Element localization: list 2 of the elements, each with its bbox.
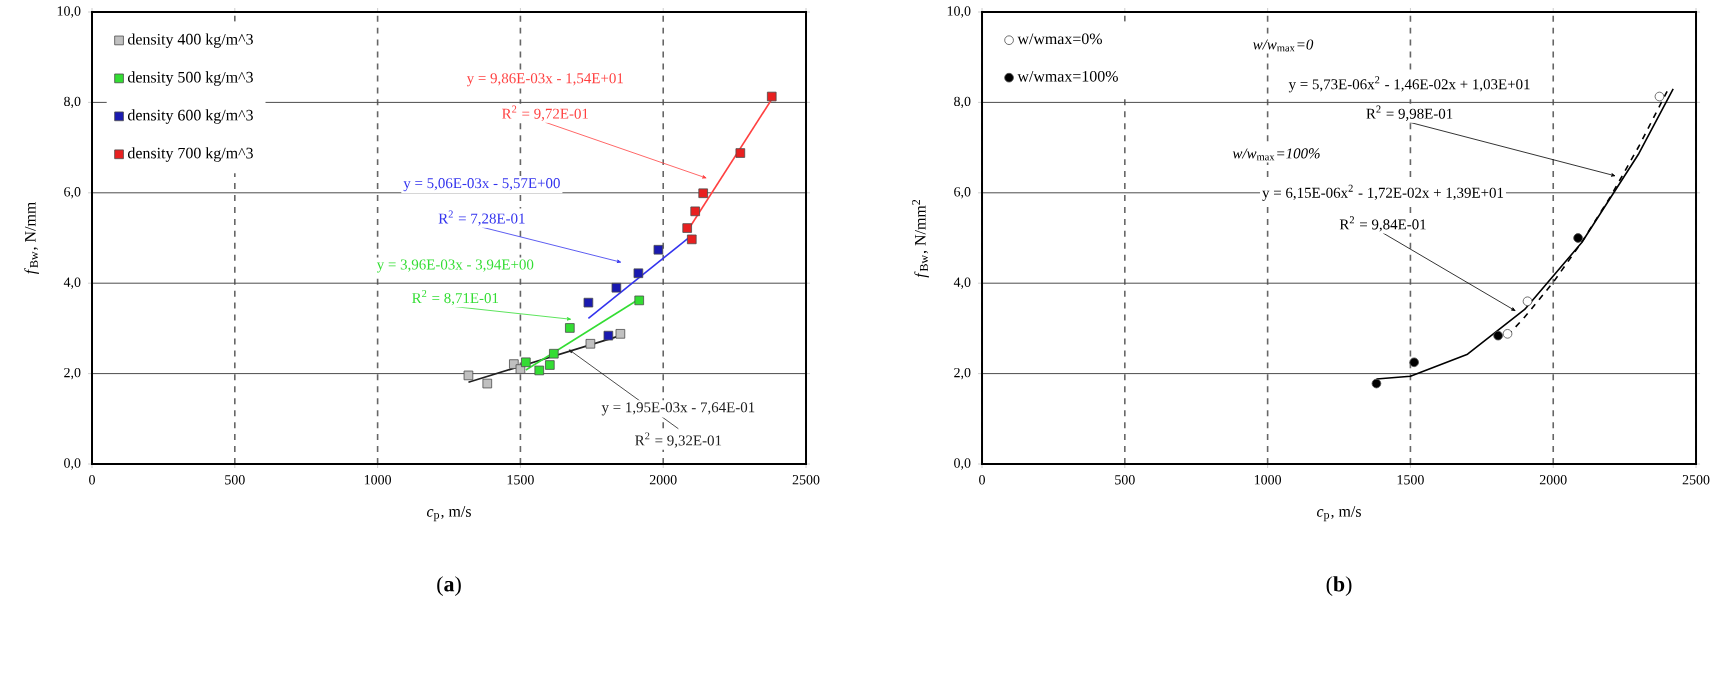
text: (a) (437, 576, 461, 596)
text: (b) (1326, 576, 1352, 596)
